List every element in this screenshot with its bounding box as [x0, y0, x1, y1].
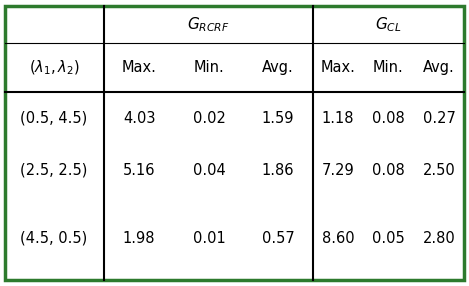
Text: 7.29: 7.29 — [322, 163, 354, 178]
Text: 1.98: 1.98 — [123, 231, 155, 246]
Text: 0.02: 0.02 — [193, 111, 226, 126]
Text: Avg.: Avg. — [262, 60, 294, 75]
Text: $G_{CL}$: $G_{CL}$ — [375, 15, 402, 33]
Text: (4.5, 0.5): (4.5, 0.5) — [21, 231, 88, 246]
Text: 8.60: 8.60 — [322, 231, 354, 246]
Text: $G_{RCRF}$: $G_{RCRF}$ — [187, 15, 229, 33]
Text: 1.59: 1.59 — [262, 111, 295, 126]
Text: 0.08: 0.08 — [372, 111, 405, 126]
Text: 0.01: 0.01 — [193, 231, 226, 246]
Text: 1.18: 1.18 — [322, 111, 354, 126]
Text: 2.50: 2.50 — [423, 163, 455, 178]
Text: 4.03: 4.03 — [123, 111, 155, 126]
Text: 0.04: 0.04 — [193, 163, 226, 178]
Text: 0.27: 0.27 — [423, 111, 455, 126]
Text: 1.86: 1.86 — [262, 163, 295, 178]
Text: (2.5, 2.5): (2.5, 2.5) — [21, 163, 88, 178]
Text: 2.80: 2.80 — [423, 231, 455, 246]
Text: 0.57: 0.57 — [262, 231, 295, 246]
Text: Max.: Max. — [320, 60, 356, 75]
Text: Min.: Min. — [373, 60, 404, 75]
Text: Min.: Min. — [194, 60, 225, 75]
Text: (0.5, 4.5): (0.5, 4.5) — [21, 111, 88, 126]
Text: Avg.: Avg. — [423, 60, 455, 75]
Text: 0.08: 0.08 — [372, 163, 405, 178]
Text: 5.16: 5.16 — [123, 163, 155, 178]
Text: Max.: Max. — [121, 60, 157, 75]
Text: 0.05: 0.05 — [372, 231, 405, 246]
Text: $(\lambda_1, \lambda_2)$: $(\lambda_1, \lambda_2)$ — [29, 58, 80, 77]
